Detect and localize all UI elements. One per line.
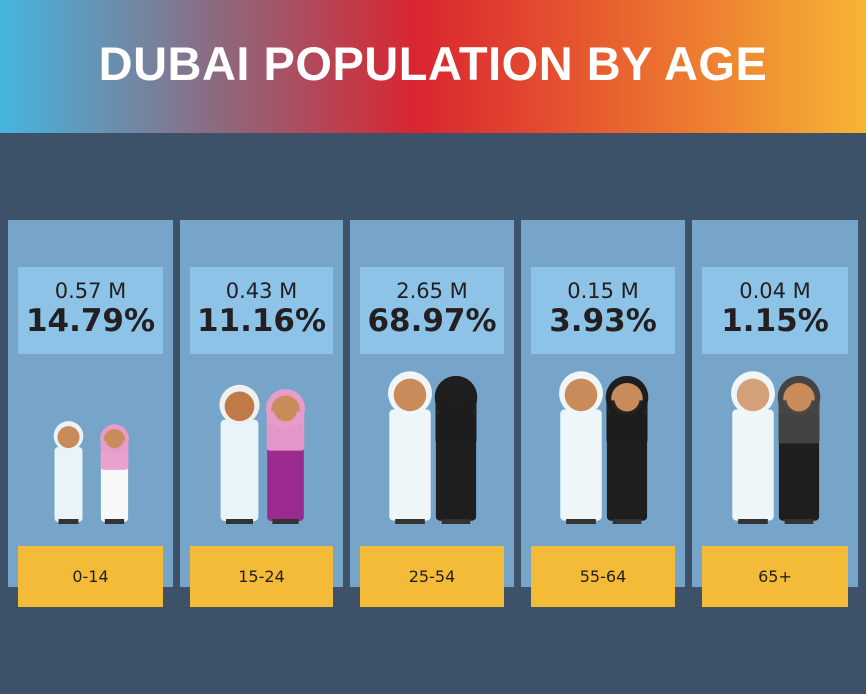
stat-box: 0.57 M 14.79% [18,267,163,354]
page-title: DUBAI POPULATION BY AGE [98,37,768,90]
man-figure [388,371,432,524]
percent-value: 11.16% [196,303,327,339]
man-figure [559,371,603,524]
man-figure [219,384,260,524]
age-group-panel: 0.57 M 14.79% 0-14 [8,220,173,607]
age-group-panel: 0.43 M 11.16% 15-24 [180,220,343,607]
woman-figure [266,389,305,524]
population-value: 0.57 M [54,279,127,303]
population-value: 0.04 M [739,279,811,303]
age-label: 0-14 [18,546,163,607]
percent-value: 68.97% [367,303,497,339]
percent-value: 3.93% [549,303,657,339]
age-label: 15-24 [190,546,333,607]
stat-box: 0.04 M 1.15% [702,267,848,354]
stat-box: 2.65 M 68.97% [360,267,504,354]
people-illustration [731,371,821,524]
woman-figure [605,375,649,524]
percent-value: 1.15% [721,303,829,339]
population-value: 0.15 M [567,279,639,303]
people-illustration [388,371,478,524]
population-value: 2.65 M [396,279,468,303]
woman-figure [100,424,129,524]
age-label: 55-64 [531,546,675,607]
man-figure [53,421,84,524]
age-label: 65+ [702,546,848,607]
header-banner: DUBAI POPULATION BY AGE [0,0,866,133]
age-label: 25-54 [360,546,504,607]
age-group-panel: 0.15 M 3.93% 55-64 [521,220,685,607]
woman-figure [777,375,821,524]
people-illustration [219,384,305,524]
stat-box: 0.15 M 3.93% [531,267,675,354]
percent-value: 14.79% [25,303,156,339]
age-group-panel: 2.65 M 68.97% 25-54 [350,220,514,607]
woman-figure [434,375,478,524]
people-illustration [559,371,649,524]
stat-box: 0.43 M 11.16% [190,267,333,354]
people-illustration [53,421,129,524]
age-group-panel: 0.04 M 1.15% 65+ [692,220,858,607]
man-figure [731,371,775,524]
population-value: 0.43 M [225,279,298,303]
